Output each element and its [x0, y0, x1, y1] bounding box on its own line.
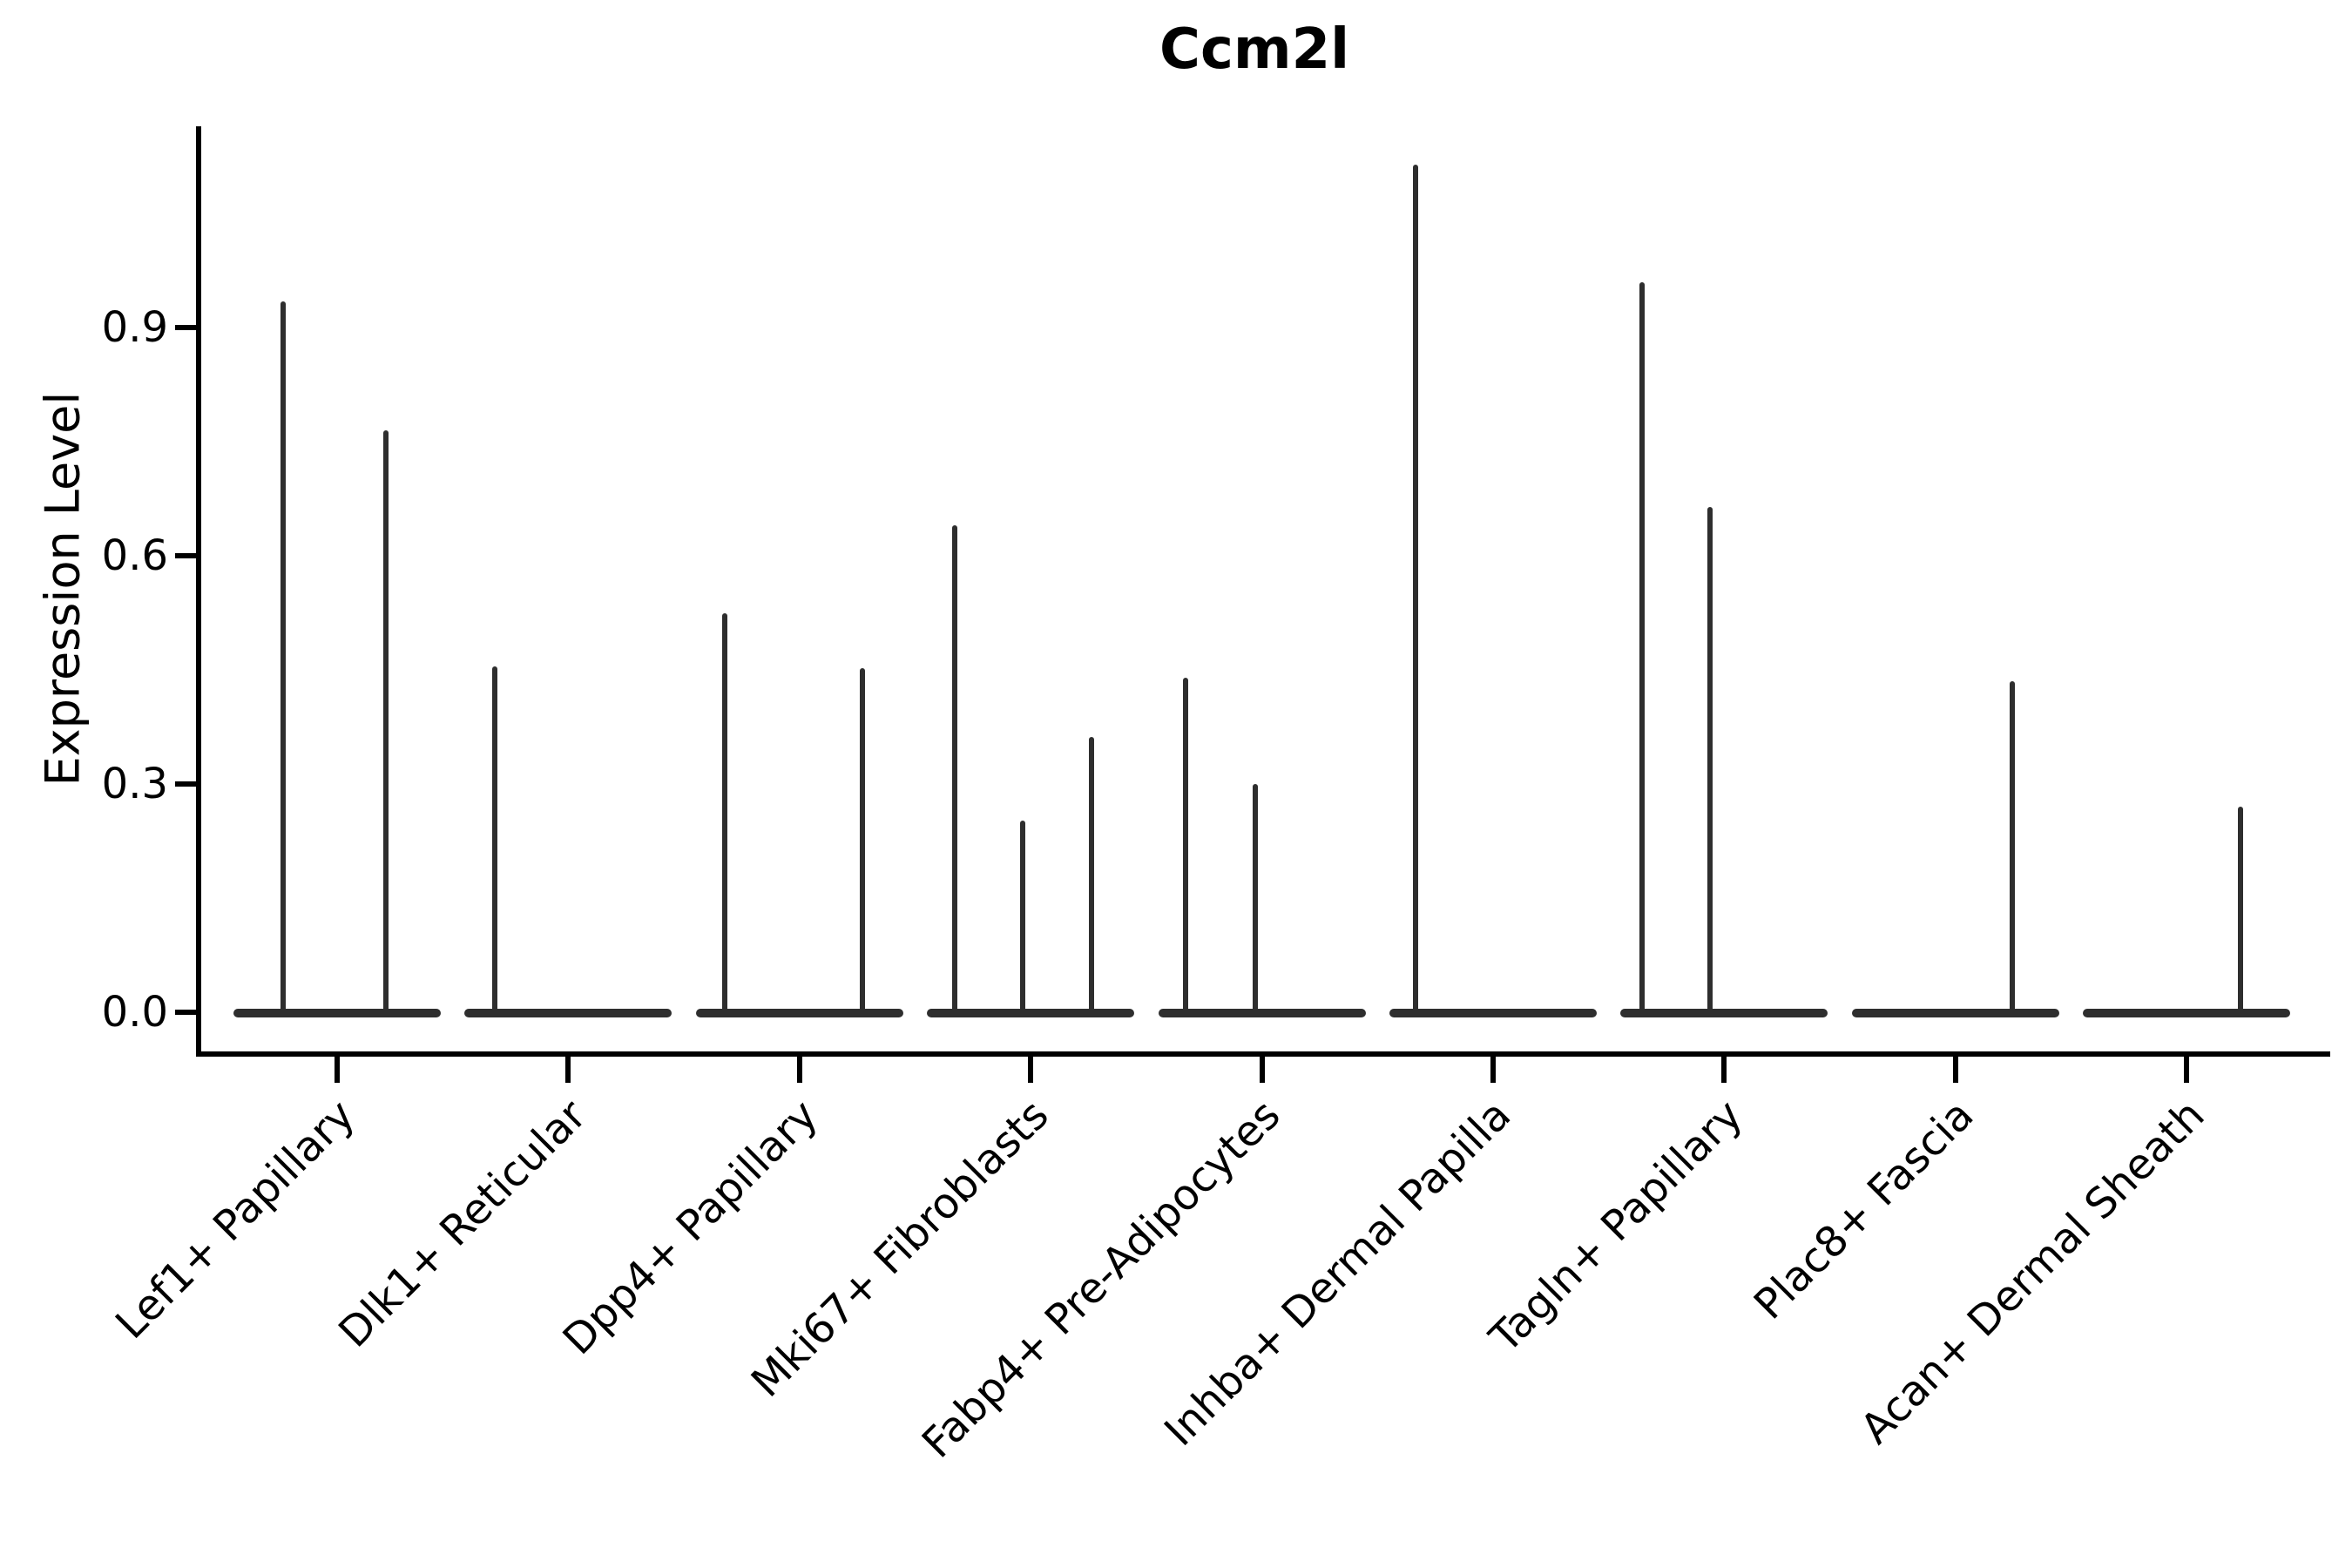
violin-spike — [492, 666, 498, 1017]
x-tick-mark — [1952, 1057, 1958, 1083]
y-tick-mark — [175, 781, 196, 787]
violin-spike — [1639, 281, 1646, 1017]
violin-spike — [1413, 164, 1418, 1017]
violin-spike — [280, 301, 286, 1017]
x-tick-mark — [1028, 1057, 1034, 1083]
violin-base — [464, 1009, 672, 1017]
violin-spike — [721, 612, 727, 1017]
x-tick-label: Tagln+ Papillary — [1480, 1091, 1753, 1362]
x-tick-mark — [335, 1057, 340, 1083]
x-tick-label: Dpp4+ Papillary — [553, 1091, 828, 1365]
y-tick-mark — [175, 553, 196, 559]
violin-spike — [2238, 807, 2244, 1017]
x-tick-mark — [1721, 1057, 1727, 1083]
y-axis-spine — [196, 126, 201, 1057]
violin-spike — [1020, 821, 1026, 1017]
y-axis-label: Expression Level — [35, 391, 91, 787]
violin-base — [927, 1009, 1135, 1017]
x-axis-spine — [196, 1051, 2330, 1057]
violin-spike — [1707, 507, 1713, 1017]
y-tick-label: 0.6 — [101, 531, 168, 581]
violin-base — [1389, 1009, 1597, 1017]
violin-spike — [1089, 736, 1095, 1017]
y-tick-label: 0.9 — [101, 303, 168, 353]
y-tick-mark — [175, 1010, 196, 1015]
y-tick-mark — [175, 325, 196, 331]
x-tick-mark — [1490, 1057, 1496, 1083]
x-tick-mark — [565, 1057, 571, 1083]
y-tick-label: 0.3 — [101, 760, 168, 809]
x-tick-mark — [2184, 1057, 2190, 1083]
x-tick-label: Plac8+ Fascia — [1744, 1091, 1984, 1329]
violin-base — [695, 1009, 903, 1017]
violin-spike — [1252, 784, 1258, 1017]
violin-base — [233, 1009, 441, 1017]
violin-spike — [1182, 677, 1188, 1017]
violin-base — [2083, 1009, 2291, 1017]
violin-spike — [2009, 681, 2015, 1017]
violin-spike — [383, 430, 389, 1017]
x-tick-label: Lef1+ Papillary — [106, 1091, 365, 1348]
x-tick-mark — [796, 1057, 802, 1083]
violin-spike — [859, 667, 865, 1017]
x-tick-mark — [1259, 1057, 1265, 1083]
chart-title: Ccm2l — [1159, 17, 1350, 82]
x-tick-label: Dlk1+ Reticular — [329, 1091, 597, 1357]
y-tick-label: 0.0 — [101, 988, 168, 1037]
violin-spike — [952, 525, 958, 1017]
violin-base — [1158, 1009, 1366, 1017]
violin-base — [1620, 1009, 1828, 1017]
violin-base — [1851, 1009, 2059, 1017]
